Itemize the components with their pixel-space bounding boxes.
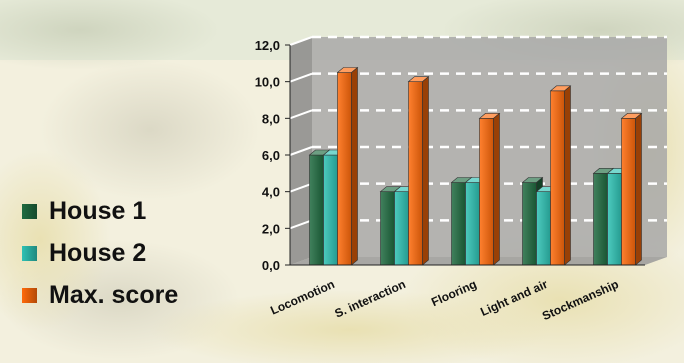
bar-max-score-stockmanship — [620, 112, 643, 266]
legend: House 1 House 2 Max. score — [22, 190, 178, 316]
x-category-label: Light and air — [478, 277, 550, 319]
x-category-label: Locomotion — [268, 277, 336, 318]
y-tick-label: 12,0 — [255, 38, 280, 53]
legend-item-max-score: Max. score — [22, 274, 178, 316]
bar-max-score-flooring — [478, 112, 501, 266]
x-category-label: S. interaction — [333, 277, 408, 321]
bar-max-score-s-interaction — [407, 76, 430, 266]
y-tick-label: 6,0 — [262, 148, 280, 163]
y-tick-label: 2,0 — [262, 221, 280, 236]
bar-max-score-locomotion — [336, 66, 359, 266]
legend-item-house-2: House 2 — [22, 232, 178, 274]
y-axis-ticks: 0,0 2,0 4,0 6,0 8,0 10,0 12,0 — [255, 38, 290, 273]
y-tick-label: 8,0 — [262, 111, 280, 126]
bar-max-score-light-and-air — [549, 85, 572, 266]
legend-item-house-1: House 1 — [22, 190, 178, 232]
x-category-label: Stockmanship — [540, 277, 621, 323]
legend-label-house-2: House 2 — [49, 238, 147, 267]
y-tick-label: 0,0 — [262, 258, 280, 273]
legend-label-house-1: House 1 — [49, 196, 147, 225]
y-tick-label: 10,0 — [255, 75, 280, 90]
legend-swatch-house-2 — [22, 245, 37, 261]
y-tick-label: 4,0 — [262, 185, 280, 200]
legend-swatch-house-1 — [22, 203, 37, 219]
axes — [289, 45, 645, 266]
legend-label-max-score: Max. score — [49, 280, 179, 309]
bars — [308, 66, 643, 266]
legend-swatch-max-score — [22, 287, 37, 303]
x-category-label: Flooring — [429, 277, 479, 309]
